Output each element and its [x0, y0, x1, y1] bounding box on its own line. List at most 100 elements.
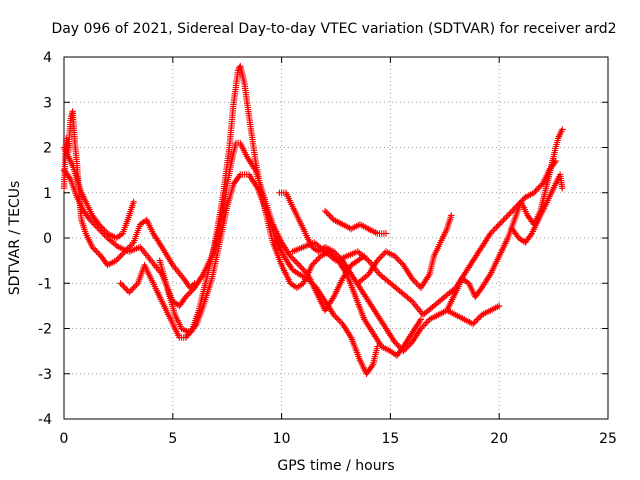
data-point	[394, 341, 396, 343]
data-point	[278, 192, 281, 194]
data-point	[117, 246, 119, 248]
data-point	[76, 165, 78, 167]
data-point	[378, 273, 381, 275]
data-point	[450, 214, 452, 216]
data-point	[507, 214, 509, 216]
series-marks	[321, 207, 390, 237]
data-point	[524, 196, 526, 198]
data-point	[72, 165, 74, 167]
data-point	[385, 327, 387, 330]
data-point	[272, 241, 274, 244]
data-point	[298, 273, 300, 275]
data-point	[150, 278, 152, 280]
x-axis-label: GPS time / hours	[277, 458, 394, 474]
data-point	[557, 137, 559, 140]
data-point	[422, 314, 424, 316]
data-point	[324, 300, 326, 302]
data-point	[72, 110, 74, 112]
data-point	[63, 169, 65, 171]
data-point	[174, 314, 176, 316]
data-point	[463, 318, 465, 321]
series-marks	[60, 139, 368, 314]
data-point	[185, 336, 187, 339]
data-point	[226, 205, 228, 207]
data-point	[455, 291, 457, 293]
y-axis-label: SDTVAR / TECUs	[7, 181, 23, 296]
data-point	[302, 246, 304, 248]
data-point	[220, 237, 222, 239]
y-tick-label: 4	[43, 50, 52, 66]
data-point	[446, 309, 448, 311]
data-point	[239, 142, 241, 144]
data-point	[254, 160, 257, 162]
data-point	[115, 237, 117, 239]
data-point	[365, 373, 368, 375]
data-point	[381, 346, 383, 348]
data-point	[289, 255, 291, 257]
y-tick-label: 1	[43, 186, 52, 202]
data-point	[363, 318, 365, 321]
data-point	[561, 187, 563, 189]
data-point	[74, 142, 76, 144]
data-point	[185, 296, 187, 298]
data-point	[211, 278, 213, 280]
series-arc-6	[276, 189, 503, 355]
data-point	[196, 323, 198, 325]
data-point	[298, 219, 300, 221]
data-point	[128, 214, 130, 216]
data-point	[359, 223, 361, 226]
data-point	[411, 300, 413, 302]
data-point	[239, 174, 241, 176]
x-tick-label: 0	[60, 431, 69, 447]
data-point	[106, 232, 109, 235]
data-point	[315, 287, 318, 289]
data-point	[376, 260, 378, 262]
data-point	[202, 273, 204, 275]
data-point	[411, 332, 413, 334]
data-point	[335, 260, 337, 262]
data-point	[291, 205, 294, 207]
data-point	[531, 232, 533, 235]
data-point	[402, 346, 405, 348]
data-point	[524, 241, 526, 244]
data-point	[106, 264, 109, 266]
y-tick-label: -1	[38, 276, 52, 292]
data-point	[82, 210, 85, 212]
data-point	[433, 305, 435, 307]
data-point	[544, 205, 546, 207]
data-point	[372, 332, 374, 334]
data-point	[396, 355, 398, 357]
data-point	[281, 264, 283, 266]
data-point	[317, 250, 320, 253]
data-point	[474, 296, 476, 298]
chart-title: Day 096 of 2021, Sidereal Day-to-day VTE…	[51, 21, 616, 37]
data-point	[472, 323, 474, 325]
data-point	[518, 237, 520, 239]
data-point	[143, 264, 146, 266]
data-point	[272, 223, 274, 226]
data-point	[274, 237, 276, 239]
series-arc-9	[354, 212, 455, 291]
data-point	[228, 146, 230, 149]
data-point	[402, 350, 405, 352]
data-point	[489, 273, 492, 275]
data-point	[320, 255, 322, 257]
data-point	[324, 309, 326, 311]
series-arc-5	[156, 171, 381, 377]
data-point	[172, 264, 174, 266]
data-point	[411, 341, 413, 343]
series-arc-7	[321, 207, 390, 237]
data-point	[180, 327, 183, 330]
x-tick-label: 5	[168, 431, 177, 447]
data-point	[193, 287, 196, 289]
data-point	[376, 346, 378, 348]
data-point	[472, 260, 474, 262]
data-point	[350, 273, 352, 275]
series-arc-10	[443, 126, 566, 314]
data-point	[498, 255, 500, 257]
data-point	[204, 282, 207, 284]
data-point	[324, 250, 326, 253]
data-point	[357, 250, 359, 253]
data-point	[324, 210, 326, 212]
